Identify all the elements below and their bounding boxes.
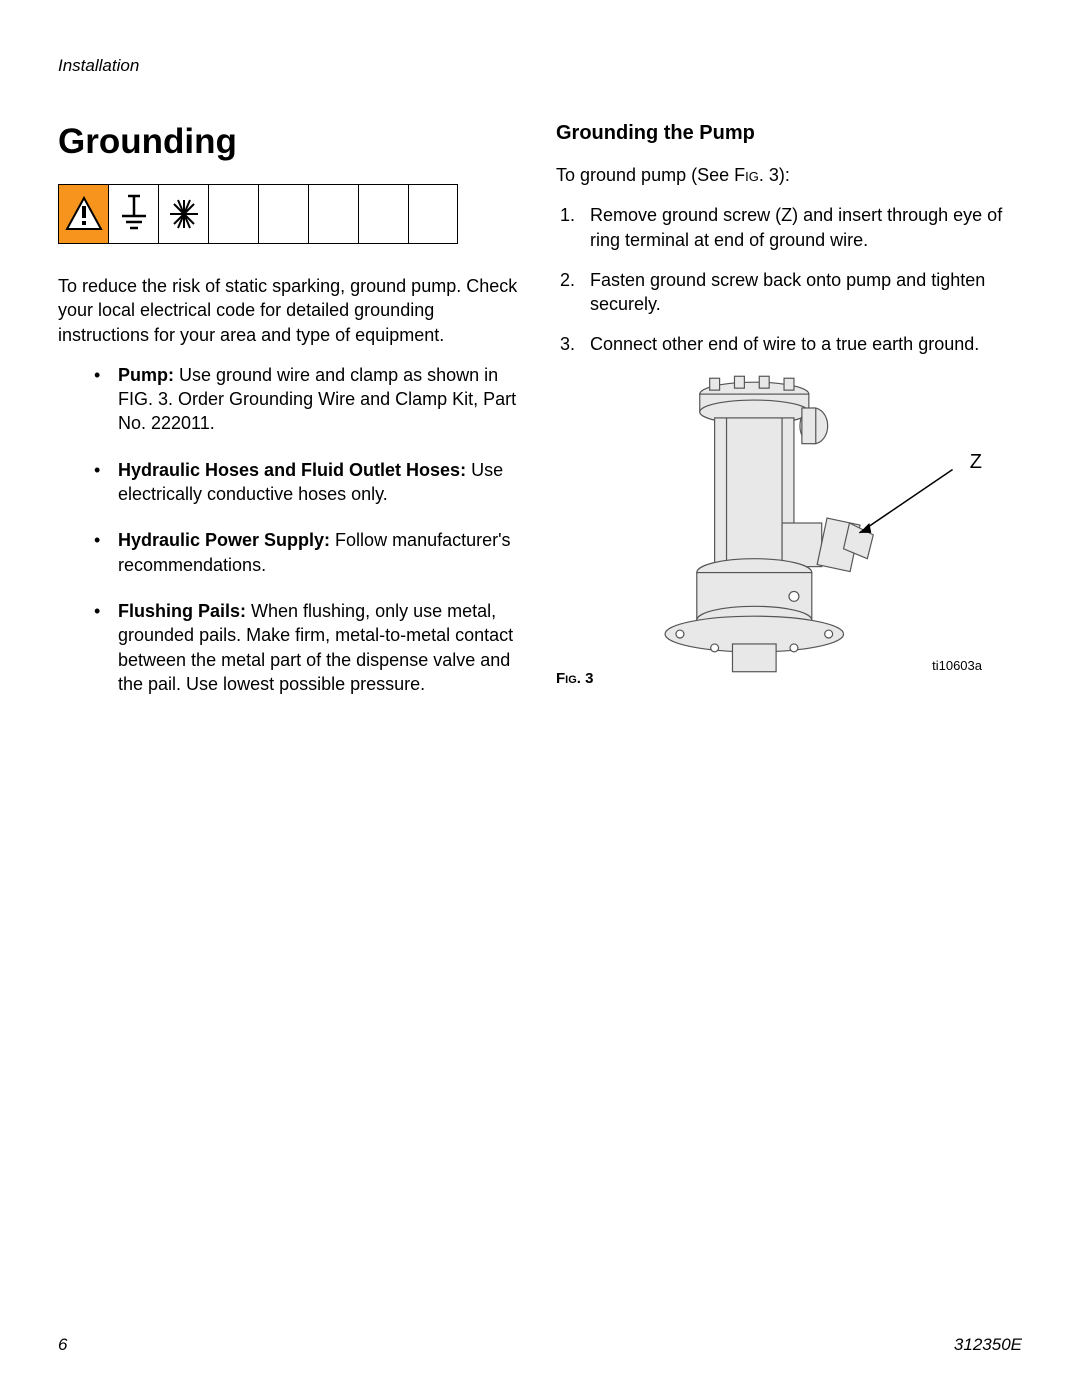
grounding-pump-intro: To ground pump (See Fig. 3): xyxy=(556,163,1022,187)
hazard-empty-4 xyxy=(359,185,409,243)
bullet-power: Hydraulic Power Supply: Follow manufactu… xyxy=(94,528,524,577)
figure-id: ti10603a xyxy=(932,658,982,673)
figure-caption: Fig. 3 xyxy=(556,670,593,687)
intro-post: . 3): xyxy=(759,165,790,185)
hazard-empty-3 xyxy=(309,185,359,243)
bullet-pails: Flushing Pails: When flushing, only use … xyxy=(94,599,524,696)
bullet-lead: Hydraulic Hoses and Fluid Outlet Hoses: xyxy=(118,460,466,480)
fig-label: Fig xyxy=(556,670,577,687)
left-column: Grounding xyxy=(58,122,524,718)
grounding-pump-heading: Grounding the Pump xyxy=(556,122,1022,145)
pump-diagram xyxy=(556,373,1022,673)
bullet-text: Use ground wire and clamp as shown in FI… xyxy=(118,365,516,434)
fig-num: . 3 xyxy=(577,670,594,687)
figure-3: Z ti10603a Fig. 3 xyxy=(556,373,1022,693)
hazard-empty-5 xyxy=(409,185,459,243)
ground-icon xyxy=(109,185,159,243)
callout-z: Z xyxy=(970,451,982,474)
bullet-hoses: Hydraulic Hoses and Fluid Outlet Hoses: … xyxy=(94,458,524,507)
right-column: Grounding the Pump To ground pump (See F… xyxy=(556,122,1022,718)
bullet-pump: Pump: Use ground wire and clamp as shown… xyxy=(94,363,524,436)
page-number: 6 xyxy=(58,1335,67,1355)
bullet-lead: Flushing Pails: xyxy=(118,601,246,621)
hazard-icon-row xyxy=(58,184,458,244)
hazard-empty-2 xyxy=(259,185,309,243)
warning-icon xyxy=(59,185,109,243)
intro-pre: To ground pump (See xyxy=(556,165,734,185)
hazard-empty-1 xyxy=(209,185,259,243)
header-section-label: Installation xyxy=(58,56,1022,76)
step-1: Remove ground screw (Z) and insert throu… xyxy=(580,203,1022,252)
grounding-heading: Grounding xyxy=(58,122,524,162)
step-3: Connect other end of wire to a true eart… xyxy=(580,332,1022,356)
intro-fig: Fig xyxy=(734,165,759,185)
spark-icon xyxy=(159,185,209,243)
grounding-bullets: Pump: Use ground wire and clamp as shown… xyxy=(58,363,524,696)
doc-number: 312350E xyxy=(954,1335,1022,1355)
step-2: Fasten ground screw back onto pump and t… xyxy=(580,268,1022,317)
grounding-steps: Remove ground screw (Z) and insert throu… xyxy=(556,203,1022,356)
grounding-intro: To reduce the risk of static sparking, g… xyxy=(58,274,524,347)
page-footer: 6 312350E xyxy=(58,1335,1022,1355)
bullet-lead: Hydraulic Power Supply: xyxy=(118,530,330,550)
bullet-lead: Pump: xyxy=(118,365,174,385)
